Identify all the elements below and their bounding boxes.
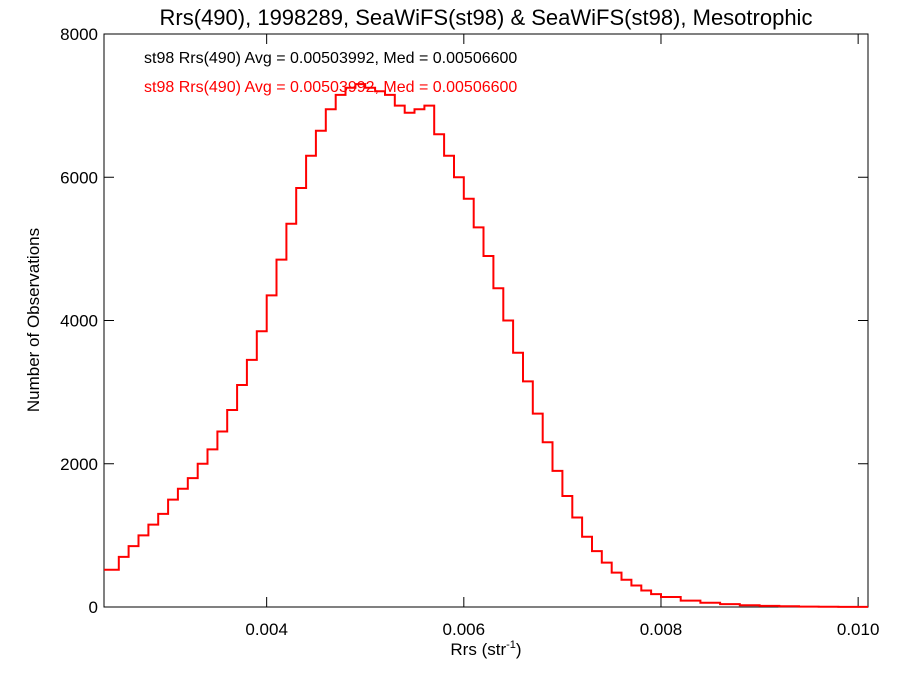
y-axis: 0 2000 4000 6000 8000 [60,25,868,617]
series-layer [104,83,868,608]
y-tick-label: 2000 [60,455,98,474]
annotations: st98 Rrs(490) Avg = 0.00503992, Med = 0.… [144,50,517,96]
plot-frame [103,33,869,608]
y-axis-label: Number of Observations [24,228,43,412]
annotation-red: st98 Rrs(490) Avg = 0.00503992, Med = 0.… [144,79,517,96]
plot-border [103,33,869,608]
x-tick-label: 0.004 [245,620,288,639]
y-tick-label: 8000 [60,25,98,44]
x-tick-label: 0.006 [443,620,486,639]
x-axis-label-close: ) [516,640,522,659]
x-axis: 0.004 0.006 0.008 0.010 [245,34,879,639]
x-axis-label-superscript: -1 [506,639,516,651]
x-axis-label-main: Rrs (str [450,640,506,659]
annotation-black: st98 Rrs(490) Avg = 0.00503992, Med = 0.… [144,50,517,67]
histogram-series-line [104,83,868,608]
x-tick-label: 0.010 [837,620,880,639]
x-tick-label: 0.008 [640,620,683,639]
y-tick-label: 4000 [60,312,98,331]
y-tick-label: 6000 [60,168,98,187]
x-axis-label: Rrs (str-1) [450,639,521,659]
chart-title: Rrs(490), 1998289, SeaWiFS(st98) & SeaWi… [160,5,813,30]
y-tick-label: 0 [89,598,98,617]
